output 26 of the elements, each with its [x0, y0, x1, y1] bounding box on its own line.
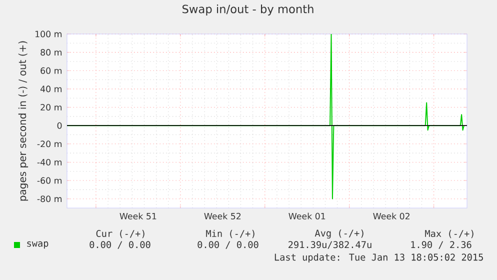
text: Cur (-/+) — [96, 230, 144, 238]
y-tick-label: 0 — [57, 122, 62, 129]
text: Last update: Tue Jan 13 18:05:02 2015 — [274, 253, 483, 263]
text: Avg (-/+) — [314, 229, 364, 239]
text: 291.39u/382.47u — [288, 241, 372, 249]
y-tick-label: 40 m — [40, 86, 62, 92]
legend-label: swap — [27, 241, 48, 249]
y-tick-label: -20 m — [37, 140, 62, 148]
text: 0.00 / 0.00 — [90, 241, 150, 249]
y-tick-label: -40 m — [37, 158, 62, 166]
x-tick-label: Week 01 — [288, 212, 326, 220]
y-tick-label: -60 m — [37, 177, 62, 184]
y-tick-label: -80 m — [37, 196, 62, 202]
x-tick-label: Week 51 — [120, 212, 156, 220]
x-tick-label: Week 52 — [204, 212, 241, 220]
y-tick-label: 60 m — [40, 67, 62, 74]
text: Min (-/+) — [206, 230, 254, 238]
text: Max (-/+) — [425, 230, 474, 238]
chart-title: Swap in/out - by month — [182, 4, 314, 16]
y-tick-label: 80 m — [40, 49, 62, 56]
y-axis-title: pages per second in (-) / out (+) — [18, 41, 28, 201]
y-tick-label: 20 m — [40, 104, 62, 111]
text: 1.90 / 2.36 — [411, 241, 472, 249]
text: 0.00 / 0.00 — [198, 241, 258, 249]
y-tick-label: 100 m — [35, 30, 62, 38]
x-tick-label: Week 02 — [373, 212, 410, 220]
